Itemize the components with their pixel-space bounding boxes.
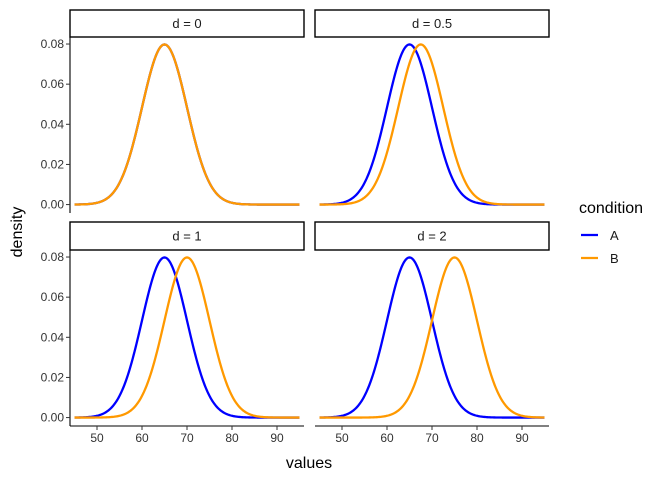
- y-tick-label: 0.00: [41, 411, 65, 425]
- y-tick-label: 0.02: [41, 370, 65, 384]
- x-tick-label: 90: [515, 431, 529, 445]
- x-tick-label: 70: [425, 431, 439, 445]
- x-tick-label: 50: [335, 431, 349, 445]
- density-curve-a: [319, 43, 545, 206]
- facet-panels: d = 0 0.00 0.02 0.04 0.06 0.08 d = 0.5 d = 1 0.0…: [41, 9, 550, 445]
- x-tick-label: 60: [135, 431, 149, 445]
- x-tick-label: 70: [180, 431, 194, 445]
- density-curve-b: [319, 43, 545, 206]
- x-tick-label: 50: [90, 431, 104, 445]
- legend-title: condition: [579, 200, 643, 217]
- facet-strip-label: d = 2: [417, 229, 446, 244]
- y-tick-label: 0.08: [41, 37, 65, 51]
- y-axis-title: density: [9, 207, 26, 258]
- x-tick-label: 80: [470, 431, 484, 445]
- facet-strip: [69, 221, 305, 251]
- x-tick-label: 80: [225, 431, 239, 445]
- y-tick-label: 0.00: [41, 198, 65, 212]
- y-tick-label: 0.02: [41, 157, 65, 171]
- legend-label: A: [610, 228, 619, 243]
- facet-panel: d = 0.5: [314, 9, 550, 206]
- density-curve-a: [74, 43, 300, 206]
- x-tick-label: 90: [270, 431, 284, 445]
- facet-panel: d = 0 0.00 0.02 0.04 0.06 0.08: [41, 9, 305, 213]
- x-axis-title: values: [286, 455, 332, 472]
- y-tick-label: 0.06: [41, 77, 65, 91]
- density-curve-a: [74, 256, 300, 419]
- y-tick-label: 0.08: [41, 250, 65, 264]
- x-tick-label: 60: [380, 431, 394, 445]
- facet-panel: d = 1 0.00 0.02 0.04 0.06 0.08 50 60 70 80 90: [41, 221, 305, 445]
- legend: condition AB: [579, 200, 643, 266]
- facet-panel: d = 2 50 60 70 80 90: [314, 221, 550, 445]
- facet-strip-label: d = 0.5: [412, 16, 452, 31]
- facet-strip: [314, 221, 550, 251]
- density-curve-b: [74, 43, 300, 206]
- facet-strip: [69, 9, 305, 38]
- y-tick-label: 0.04: [41, 330, 65, 344]
- density-curve-b: [319, 256, 545, 419]
- facet-strip-label: d = 0: [172, 16, 201, 31]
- facet-strip: [314, 9, 550, 38]
- y-tick-label: 0.06: [41, 290, 65, 304]
- legend-label: B: [610, 251, 619, 266]
- density-curve-a: [319, 256, 545, 419]
- y-tick-label: 0.04: [41, 117, 65, 131]
- facet-strip-label: d = 1: [172, 229, 201, 244]
- density-curve-b: [74, 256, 300, 419]
